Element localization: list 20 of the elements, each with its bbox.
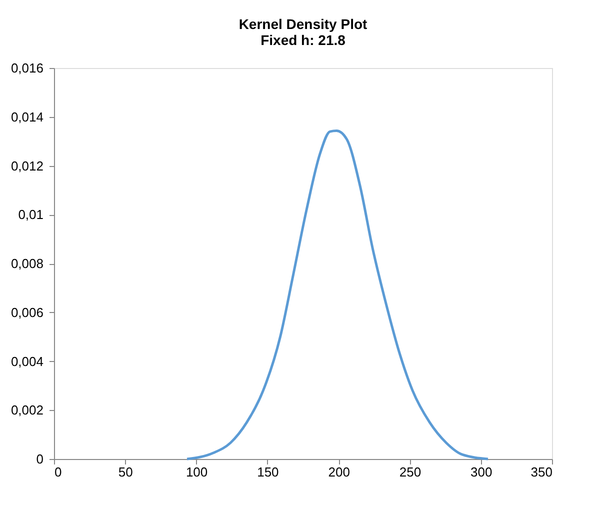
x-tick-label: 0	[54, 464, 62, 480]
chart-title: Kernel Density Plot	[238, 16, 368, 32]
x-tick-label: 200	[328, 464, 350, 480]
x-tick-label: 150	[257, 464, 279, 480]
y-tick-label: 0,014	[10, 109, 44, 124]
x-tick-label: 350	[530, 464, 552, 480]
chart-subtitle: Fixed h: 21.8	[260, 32, 346, 48]
y-tick-label: 0,004	[10, 354, 44, 369]
x-tick-label: 100	[186, 464, 208, 480]
y-tick-label: 0,012	[10, 158, 44, 174]
x-tick-label: 50	[118, 464, 133, 480]
y-tick-label: 0,008	[10, 256, 44, 271]
y-tick-label: 0,006	[10, 304, 44, 320]
x-tick-label: 250	[399, 464, 422, 480]
y-tick-label: 0,016	[10, 60, 44, 76]
line-series	[186, 130, 490, 460]
y-tick-label: 0	[36, 452, 44, 466]
y-tick-label: 0,002	[10, 402, 44, 418]
y-tick-label: 0,01	[18, 207, 44, 222]
x-tick-label: 300	[470, 464, 492, 480]
